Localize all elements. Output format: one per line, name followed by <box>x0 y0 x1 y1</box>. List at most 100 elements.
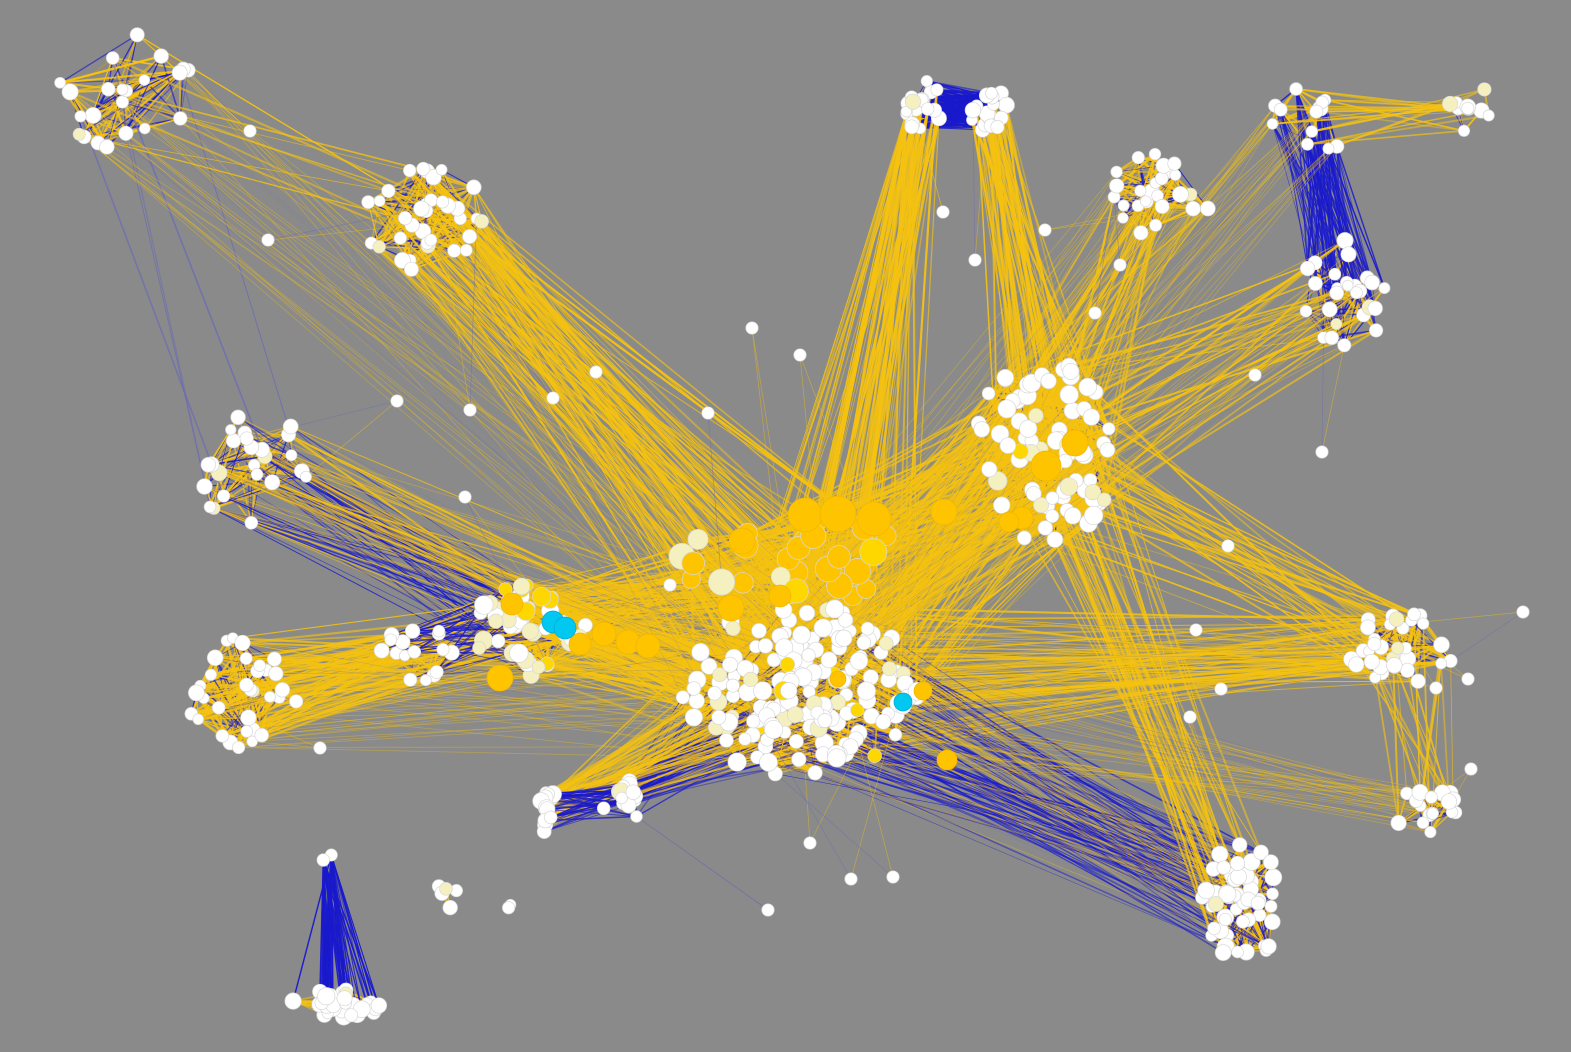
graph-node[interactable] <box>1424 826 1437 839</box>
graph-node[interactable] <box>416 161 431 176</box>
graph-node[interactable] <box>930 83 944 97</box>
graph-node[interactable] <box>701 406 715 420</box>
graph-node[interactable] <box>188 684 205 702</box>
graph-node[interactable] <box>268 666 284 682</box>
graph-node[interactable] <box>1185 200 1201 217</box>
graph-node[interactable] <box>1154 199 1170 214</box>
graph-node[interactable] <box>1208 896 1224 912</box>
graph-node[interactable] <box>403 163 417 178</box>
graph-node[interactable] <box>625 784 642 800</box>
graph-node[interactable] <box>1189 623 1203 637</box>
graph-node[interactable] <box>981 461 998 478</box>
graph-node[interactable] <box>859 537 888 566</box>
graph-node[interactable] <box>1324 330 1339 345</box>
graph-node[interactable] <box>1321 301 1338 318</box>
graph-node[interactable] <box>819 495 857 533</box>
graph-node[interactable] <box>1322 142 1335 155</box>
graph-node[interactable] <box>1482 109 1495 122</box>
graph-node[interactable] <box>1183 710 1197 724</box>
graph-node[interactable] <box>1305 125 1318 138</box>
graph-node[interactable] <box>1350 286 1363 300</box>
graph-node[interactable] <box>751 623 767 639</box>
graph-node[interactable] <box>129 27 145 43</box>
graph-node[interactable] <box>1139 195 1152 207</box>
graph-node[interactable] <box>284 992 302 1010</box>
graph-node[interactable] <box>1301 137 1314 151</box>
graph-node[interactable] <box>274 682 291 698</box>
graph-node[interactable] <box>370 997 388 1014</box>
graph-node[interactable] <box>568 632 592 656</box>
graph-node[interactable] <box>200 457 217 473</box>
graph-node[interactable] <box>1218 885 1237 904</box>
graph-node[interactable] <box>230 409 246 425</box>
graph-node[interactable] <box>635 633 661 659</box>
graph-node[interactable] <box>1386 657 1403 674</box>
graph-node[interactable] <box>1390 814 1407 831</box>
graph-node[interactable] <box>707 686 722 701</box>
graph-node[interactable] <box>711 709 727 725</box>
graph-node[interactable] <box>488 613 504 629</box>
graph-node[interactable] <box>1440 793 1458 810</box>
graph-node[interactable] <box>419 674 432 687</box>
graph-node[interactable] <box>1211 845 1229 863</box>
graph-node[interactable] <box>920 75 933 88</box>
graph-node[interactable] <box>1264 913 1281 931</box>
graph-node[interactable] <box>398 211 413 226</box>
graph-node[interactable] <box>1391 641 1405 655</box>
graph-node[interactable] <box>1045 491 1060 505</box>
graph-node[interactable] <box>985 86 998 100</box>
graph-node[interactable] <box>1328 267 1342 281</box>
graph-node[interactable] <box>774 638 794 657</box>
graph-node[interactable] <box>1264 900 1278 913</box>
graph-node[interactable] <box>466 179 482 196</box>
graph-node[interactable] <box>509 643 529 663</box>
graph-node[interactable] <box>1231 945 1244 959</box>
graph-node[interactable] <box>253 659 266 672</box>
graph-node[interactable] <box>424 233 438 247</box>
graph-node[interactable] <box>336 990 353 1007</box>
graph-node[interactable] <box>1477 82 1492 97</box>
graph-node[interactable] <box>1169 169 1182 181</box>
graph-node[interactable] <box>1424 790 1438 804</box>
graph-node[interactable] <box>1457 124 1471 137</box>
graph-node[interactable] <box>211 700 226 715</box>
graph-node[interactable] <box>888 728 903 742</box>
graph-node[interactable] <box>596 801 611 816</box>
graph-node[interactable] <box>1134 184 1147 197</box>
graph-node[interactable] <box>1019 419 1038 438</box>
graph-node[interactable] <box>886 870 900 884</box>
graph-node[interactable] <box>84 107 102 124</box>
graph-node[interactable] <box>1197 881 1215 900</box>
graph-node[interactable] <box>1340 246 1357 263</box>
graph-node[interactable] <box>904 93 922 110</box>
graph-node[interactable] <box>1099 442 1116 458</box>
graph-node[interactable] <box>521 622 539 640</box>
graph-node[interactable] <box>725 620 741 636</box>
graph-node[interactable] <box>844 558 871 585</box>
graph-node[interactable] <box>239 652 253 665</box>
graph-node[interactable] <box>1148 147 1162 161</box>
graph-node[interactable] <box>1028 408 1044 424</box>
graph-node[interactable] <box>1059 385 1079 405</box>
graph-node[interactable] <box>390 394 404 408</box>
graph-node[interactable] <box>282 418 299 435</box>
graph-node[interactable] <box>232 740 246 755</box>
graph-node[interactable] <box>1078 377 1097 397</box>
graph-node[interactable] <box>732 571 754 594</box>
graph-node[interactable] <box>254 727 269 743</box>
graph-node[interactable] <box>532 587 552 607</box>
graph-node[interactable] <box>300 470 312 483</box>
graph-node[interactable] <box>630 810 643 823</box>
graph-node[interactable] <box>761 903 775 917</box>
graph-node[interactable] <box>1388 611 1405 628</box>
graph-node[interactable] <box>900 105 913 118</box>
graph-node[interactable] <box>101 82 116 97</box>
graph-node[interactable] <box>491 633 506 649</box>
graph-node[interactable] <box>1516 605 1530 619</box>
graph-node[interactable] <box>882 661 897 677</box>
graph-node[interactable] <box>727 752 747 772</box>
graph-node[interactable] <box>825 599 845 619</box>
graph-node[interactable] <box>1117 212 1129 224</box>
graph-node[interactable] <box>1172 186 1189 203</box>
graph-node[interactable] <box>1433 636 1450 654</box>
